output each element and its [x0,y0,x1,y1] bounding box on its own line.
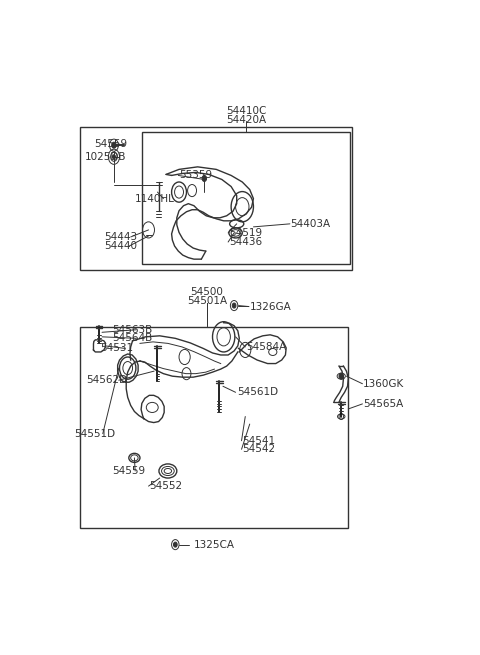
Text: 1326GA: 1326GA [250,301,291,312]
Text: 54564B: 54564B [112,333,152,343]
Text: 54519: 54519 [229,228,263,238]
Text: 54565A: 54565A [363,399,403,409]
Bar [142,132,350,264]
Circle shape [339,373,344,379]
Text: 1325CA: 1325CA [194,540,235,550]
Text: 54542: 54542 [242,444,276,455]
Circle shape [112,142,116,148]
Text: 54501A: 54501A [187,296,227,306]
Text: 54440: 54440 [105,241,138,251]
Circle shape [173,542,177,547]
Text: 54552: 54552 [149,481,182,491]
Text: 54559: 54559 [95,139,128,149]
Circle shape [112,155,115,159]
Text: 1140HL: 1140HL [134,194,174,204]
Text: 54561D: 54561D [237,387,278,398]
Text: 54443: 54443 [105,232,138,242]
Text: 54420A: 54420A [226,115,266,125]
Text: 54531: 54531 [100,343,133,354]
Text: 54403A: 54403A [290,219,331,229]
Text: 54410C: 54410C [226,106,266,117]
Text: 54541: 54541 [242,436,276,445]
Text: 54559: 54559 [112,466,145,476]
Text: 54563B: 54563B [112,325,152,335]
Text: 54551D: 54551D [74,428,115,439]
Text: 54584A: 54584A [246,342,286,352]
Bar [81,327,348,529]
Text: 55359: 55359 [179,170,212,180]
Text: 1025DB: 1025DB [85,152,127,162]
Text: 54562D: 54562D [86,375,127,385]
Text: 54436: 54436 [229,237,263,247]
Text: 1360GK: 1360GK [363,379,405,388]
Circle shape [202,176,206,181]
Circle shape [232,303,236,308]
Text: 54500: 54500 [191,288,223,297]
Bar [81,126,352,271]
